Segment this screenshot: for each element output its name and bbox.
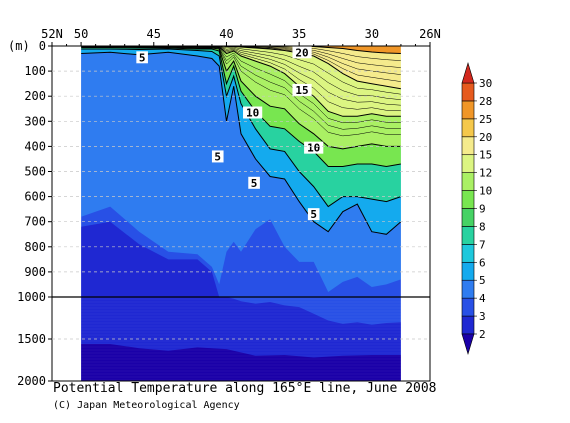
colorbar-segment xyxy=(461,261,475,281)
contour-label-bg xyxy=(248,176,260,189)
y-tick-label: 700 xyxy=(24,215,46,229)
colorbar-label: 7 xyxy=(479,238,486,251)
x-tick-label: 35 xyxy=(292,27,306,41)
contour-label: 5 xyxy=(251,177,258,190)
colorbar-segment xyxy=(461,136,475,156)
colorbar-segment xyxy=(461,226,475,245)
x-tick-label: 52N xyxy=(41,27,63,41)
contour-label: 5 xyxy=(214,150,221,163)
x-tick-label: 50 xyxy=(74,27,88,41)
y-tick-label: 900 xyxy=(24,265,46,279)
colorbar-label: 10 xyxy=(479,185,492,198)
contour-label: 10 xyxy=(307,142,320,155)
y-tick-label: 1500 xyxy=(17,332,46,346)
colorbar-segment xyxy=(461,279,475,299)
colorbar-segment xyxy=(461,297,475,317)
colorbar-label: 28 xyxy=(479,95,492,108)
colorbar-segment xyxy=(461,172,475,191)
x-tick-label: 45 xyxy=(147,27,161,41)
right-margin xyxy=(400,46,430,381)
colorbar-segment xyxy=(461,244,475,263)
x-tick-label: 26N xyxy=(419,27,441,41)
y-tick-label: 200 xyxy=(24,89,46,103)
contour-label-bg xyxy=(243,106,263,119)
y-tick-label: 300 xyxy=(24,114,46,128)
contour-label-bg xyxy=(136,51,148,64)
isotherm-minor xyxy=(81,46,401,137)
colorbar-segment xyxy=(461,315,475,335)
y-tick-label: 800 xyxy=(24,240,46,254)
colorbar-label: 20 xyxy=(479,131,492,144)
colorbar: 2 3 4 5 6 7 8 9 10 12 15 20 25 28 30 xyxy=(461,61,492,356)
colorbar-label: 25 xyxy=(479,113,492,126)
colorbar-label: 5 xyxy=(479,274,486,287)
y-tick-label: 1000 xyxy=(17,290,46,304)
contour-label-bg xyxy=(292,83,312,96)
band-25-plus xyxy=(81,46,401,54)
colorbar-segment xyxy=(461,100,475,120)
colorbar-label: 12 xyxy=(479,167,492,180)
colorbar-label: 30 xyxy=(479,77,492,90)
y-tick-label: 600 xyxy=(24,190,46,204)
colorbar-label: 3 xyxy=(479,310,486,323)
colorbar-label: 6 xyxy=(479,256,486,269)
isotherm-t10 xyxy=(81,46,401,150)
y-tick-label: 500 xyxy=(24,165,46,179)
contour-label-bg xyxy=(211,150,224,163)
colorbar-segment xyxy=(461,82,475,102)
colorbar-label: 15 xyxy=(479,149,492,162)
colorbar-label: 2 xyxy=(479,328,486,341)
band-20-25 xyxy=(81,46,401,89)
colorbar-segment xyxy=(461,208,475,227)
colorbar-segment xyxy=(461,190,475,209)
contour-label-bg xyxy=(292,46,312,59)
x-tick-label: 40 xyxy=(219,27,233,41)
y-tick-label: 0 xyxy=(39,39,46,53)
colorbar-label: 4 xyxy=(479,292,486,305)
x-tick-label: 30 xyxy=(365,27,379,41)
colorbar-segment xyxy=(461,118,475,138)
colorbar-label: 8 xyxy=(479,220,486,233)
axes: 0 100 200 300 400 500 600 700 800 900 1000 1500 2000… xyxy=(8,27,441,388)
band-15-20 xyxy=(81,46,401,117)
isotherm-t5 xyxy=(81,51,402,235)
contour-label: 10 xyxy=(246,107,259,120)
colorbar-segment xyxy=(461,154,475,173)
y-tick-label: 2000 xyxy=(17,374,46,388)
chart-title: Potential Temperature along 165°E line, … xyxy=(53,381,437,396)
contour-labels: 5 20 15 10 10 5 5 5 xyxy=(136,46,324,221)
contour-label: 5 xyxy=(310,208,317,221)
y-tick-label: 100 xyxy=(24,64,46,78)
left-margin xyxy=(52,46,82,381)
colorbar-max-arrow xyxy=(461,61,475,84)
contour-label-bg xyxy=(304,141,324,154)
contour-label-bg xyxy=(307,208,320,221)
band-2-3 xyxy=(81,221,401,381)
chart-credit: (C) Japan Meteorological Agency xyxy=(53,400,240,411)
contour-label: 5 xyxy=(139,51,146,64)
colorbar-label: 9 xyxy=(479,203,486,216)
contour-label: 20 xyxy=(295,46,308,59)
band-below-3 xyxy=(81,344,401,381)
y-tick-label: 400 xyxy=(24,139,46,153)
colorbar-min-arrow xyxy=(461,333,475,356)
contour-label: 15 xyxy=(295,84,308,97)
y-axis-label: (m) xyxy=(8,39,30,53)
